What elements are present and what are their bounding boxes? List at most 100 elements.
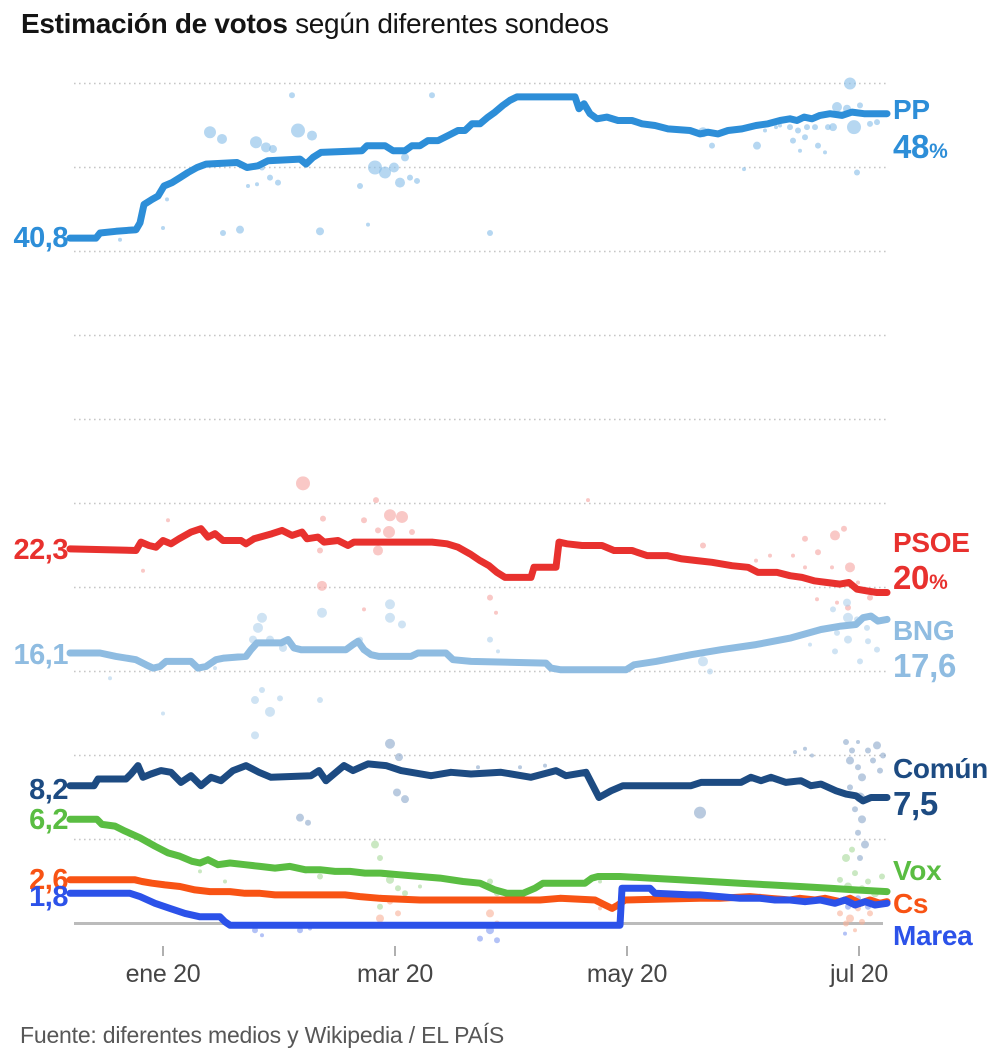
poll-dot-pp: [823, 150, 827, 155]
poll-dot-pp: [289, 92, 295, 99]
poll-dot-vox: [317, 873, 323, 880]
poll-dot-psoe: [791, 553, 795, 558]
poll-dot-vox: [865, 878, 871, 885]
poll-dot-vox: [418, 884, 422, 889]
poll-dot-psoe: [802, 535, 808, 542]
poll-dot-bng: [707, 668, 713, 675]
poll-dot-bng: [213, 666, 217, 671]
poll-dot-pp: [874, 119, 880, 126]
poll-dot-comun: [846, 756, 854, 765]
poll-dot-psoe: [373, 545, 383, 556]
start-value-vox: 6,2: [29, 804, 68, 836]
poll-dot-vox: [377, 854, 383, 861]
party-name-vox: Vox: [893, 855, 942, 886]
poll-dot-bng: [496, 649, 500, 654]
poll-dot-pp: [753, 141, 761, 150]
series-line-vox: [66, 815, 891, 897]
poll-dot-vox: [842, 853, 850, 862]
poll-dot-psoe: [373, 497, 379, 504]
poll-dot-cs: [859, 918, 865, 925]
start-value-comun: 8,2: [29, 774, 68, 806]
poll-dot-comun: [793, 750, 797, 755]
poll-dot-pp: [812, 124, 818, 131]
poll-dot-pp: [867, 120, 873, 127]
poll-dot-bng: [843, 598, 851, 607]
poll-dot-comun: [395, 753, 403, 762]
poll-dot-comun: [401, 795, 409, 804]
poll-dot-bng: [277, 695, 283, 702]
poll-dot-bng: [317, 697, 323, 704]
poll-dot-pp: [790, 137, 796, 144]
poll-dot-bng: [834, 629, 840, 636]
series-line-bng: [66, 612, 891, 674]
title-bold: Estimación de votos: [21, 8, 288, 39]
end-label-cs: Cs: [893, 888, 929, 920]
poll-dot-marea: [494, 937, 500, 944]
party-name-bng: BNG: [893, 615, 955, 646]
end-label-pp: PP: [893, 94, 930, 126]
poll-dot-cs: [846, 914, 854, 923]
poll-dot-comun: [847, 784, 853, 791]
poll-dot-pp: [487, 230, 493, 237]
poll-dot-comun: [393, 788, 401, 797]
poll-dot-vox: [879, 873, 885, 880]
poll-dot-psoe: [856, 580, 860, 585]
poll-dot-pp: [368, 160, 382, 175]
poll-dot-marea: [297, 927, 303, 934]
poll-dot-comun: [855, 829, 861, 836]
poll-dot-psoe: [361, 517, 367, 524]
poll-dot-comun: [476, 765, 480, 770]
poll-dot-bng: [251, 696, 259, 705]
poll-dot-psoe: [384, 509, 396, 522]
poll-dot-pp: [844, 77, 856, 90]
poll-dot-vox: [837, 876, 843, 883]
poll-dot-pp: [250, 136, 262, 149]
poll-dot-comun: [543, 763, 547, 768]
poll-dot-comun: [880, 752, 886, 759]
poll-dot-psoe: [845, 562, 855, 573]
end-label-comun: Común: [893, 753, 988, 785]
poll-dot-psoe: [396, 510, 408, 523]
poll-dot-bng: [265, 706, 275, 717]
poll-dot-pp: [217, 133, 227, 144]
poll-dot-bng: [257, 612, 267, 623]
x-label-mar-20: mar 20: [356, 960, 433, 988]
poll-dot-pp: [246, 183, 250, 188]
poll-dot-psoe: [317, 580, 327, 591]
poll-dot-vox: [852, 870, 858, 877]
series-line-psoe: [66, 525, 891, 596]
poll-dot-marea: [260, 933, 264, 938]
start-value-marea: 1,8: [29, 881, 68, 913]
poll-dot-comun: [296, 813, 304, 822]
poll-dot-pp: [275, 179, 281, 186]
poll-dot-psoe: [409, 529, 415, 536]
end-value-comun: 7,5: [893, 785, 938, 822]
poll-dot-pp: [204, 126, 216, 139]
poll-dot-pp: [357, 182, 363, 189]
poll-dot-vox: [395, 885, 401, 892]
party-name-pp: PP: [893, 94, 930, 125]
poll-dot-psoe: [494, 610, 498, 615]
poll-dot-cs: [867, 910, 873, 917]
poll-dot-psoe: [835, 600, 839, 605]
poll-dot-vox: [849, 846, 855, 853]
poll-dot-comun: [810, 753, 814, 758]
poll-dot-bng: [385, 612, 395, 623]
poll-dot-bng: [259, 686, 265, 693]
poll-dot-psoe: [141, 568, 145, 573]
poll-dot-psoe: [487, 594, 493, 601]
poll-dot-psoe: [586, 498, 590, 503]
poll-dot-psoe: [166, 518, 170, 523]
poll-dot-comun: [870, 757, 876, 764]
poll-dot-comun: [858, 773, 866, 782]
poll-dot-comun: [877, 767, 883, 774]
series-line-marea: [66, 884, 891, 929]
party-name-comun: Común: [893, 753, 988, 784]
poll-dot-psoe: [830, 565, 834, 570]
poll-dot-vox: [223, 879, 227, 884]
poll-dot-bng: [385, 599, 395, 610]
poll-dot-bng: [161, 711, 165, 716]
poll-dot-bng: [108, 676, 112, 681]
poll-dot-psoe: [317, 547, 323, 554]
